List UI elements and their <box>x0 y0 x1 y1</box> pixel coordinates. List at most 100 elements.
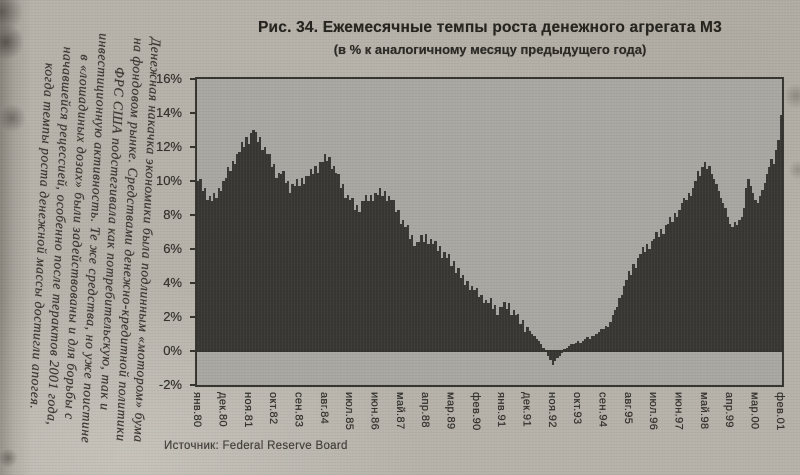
bar <box>577 340 579 351</box>
bar <box>379 187 381 351</box>
y-axis-tick <box>190 316 195 318</box>
bar <box>503 301 506 351</box>
bar <box>777 140 780 351</box>
x-axis-label: окт.82 <box>267 392 280 425</box>
bar <box>209 196 211 351</box>
bar <box>448 254 450 351</box>
x-axis-label: июн.97 <box>672 392 685 431</box>
bar <box>303 184 305 351</box>
bar <box>572 344 575 351</box>
bar <box>731 226 734 351</box>
x-axis: янв.80 дек.80 ноя.81 окт.82 сен.83 авг.84 июл.… <box>191 392 786 450</box>
bar <box>370 194 372 351</box>
bar <box>418 242 420 351</box>
bar <box>271 167 273 351</box>
x-axis-label: мар.00 <box>748 392 761 430</box>
bar <box>356 204 358 351</box>
bar <box>780 114 782 351</box>
y-axis: 16% 14% 12% 10% 8% 6% 4% 2% 0% -2% <box>138 71 188 392</box>
bar <box>466 281 469 351</box>
bar <box>517 313 519 351</box>
bar <box>706 169 708 351</box>
bar <box>724 208 727 351</box>
bar <box>381 196 384 351</box>
x-axis-label: авг.84 <box>317 392 330 425</box>
bar <box>289 192 291 351</box>
bar <box>618 298 621 351</box>
bar <box>559 351 561 357</box>
bar <box>747 179 750 351</box>
bar <box>540 344 542 351</box>
bar <box>665 225 667 351</box>
bar <box>671 221 674 351</box>
bar <box>556 351 559 358</box>
bar <box>261 150 264 351</box>
x-axis-label: июл.96 <box>647 392 660 431</box>
zero-axis-line <box>197 350 782 352</box>
bar <box>220 191 222 351</box>
bar <box>266 153 268 351</box>
bar <box>768 167 770 351</box>
bar <box>335 172 337 351</box>
bar <box>741 216 743 351</box>
bar <box>367 201 370 351</box>
bar <box>282 170 285 351</box>
bar <box>575 342 577 351</box>
bar <box>291 184 294 351</box>
bar <box>718 191 720 351</box>
bar <box>245 136 248 351</box>
bar <box>351 198 354 351</box>
bar <box>305 175 308 351</box>
bar <box>377 194 379 351</box>
bar <box>349 199 351 351</box>
bar-series <box>197 79 782 385</box>
bar <box>722 203 724 351</box>
bar <box>395 211 397 351</box>
bar <box>547 351 549 357</box>
bar <box>630 274 632 351</box>
bar <box>570 344 572 351</box>
bar <box>494 305 496 351</box>
bar <box>211 201 213 351</box>
x-axis-label: дек.91 <box>520 392 533 428</box>
x-axis-label: окт.93 <box>571 392 584 425</box>
bar <box>648 249 651 351</box>
x-axis-label: май.98 <box>697 392 710 430</box>
y-axis-tick <box>190 214 195 216</box>
y-axis-tick <box>190 384 195 386</box>
bar <box>508 303 510 351</box>
bar <box>598 332 600 351</box>
x-axis-label: май.87 <box>393 392 406 430</box>
bar <box>215 198 218 351</box>
bar <box>225 177 227 351</box>
bar <box>761 189 764 351</box>
bar <box>542 347 545 351</box>
bar <box>455 272 457 351</box>
bar <box>462 274 464 351</box>
bar <box>464 284 466 351</box>
bar <box>529 330 531 351</box>
bar <box>635 267 637 351</box>
bar <box>533 335 536 351</box>
bar <box>298 186 301 351</box>
bar <box>363 201 365 351</box>
bar <box>750 186 752 351</box>
bar <box>510 315 513 351</box>
bar <box>236 153 238 351</box>
bar <box>669 216 671 351</box>
x-axis-label: июл.85 <box>343 392 356 431</box>
x-axis-label: дек.80 <box>216 392 229 428</box>
bar <box>197 181 199 351</box>
bar <box>586 337 589 351</box>
bar <box>773 164 775 351</box>
bar <box>333 165 335 351</box>
x-axis-label: янв.80 <box>191 392 204 428</box>
bar <box>623 286 625 351</box>
bar <box>425 233 427 351</box>
bar <box>678 209 681 351</box>
bar <box>632 264 635 351</box>
bar <box>674 213 676 351</box>
y-axis-label: 16% <box>155 71 182 86</box>
bar <box>646 243 648 351</box>
bar <box>621 294 623 351</box>
